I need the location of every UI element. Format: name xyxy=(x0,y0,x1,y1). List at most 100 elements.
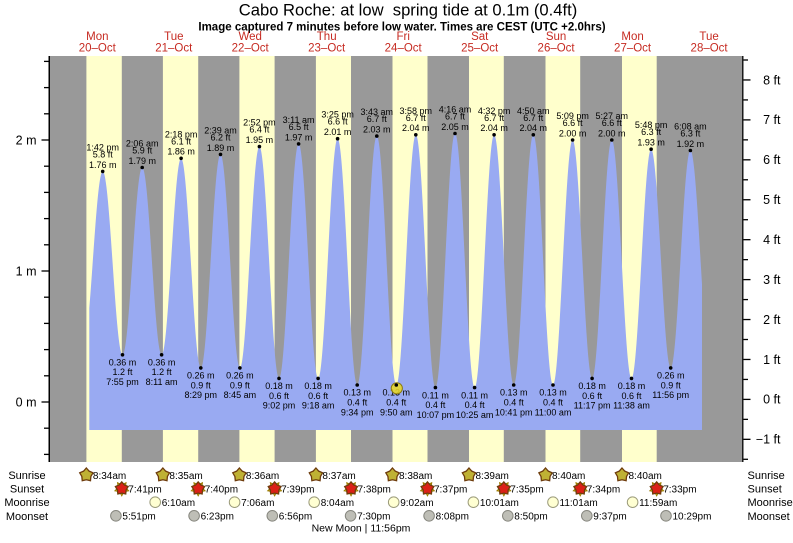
svg-text:New Moon | 11:56pm: New Moon | 11:56pm xyxy=(312,523,411,535)
svg-text:6.2 ft: 6.2 ft xyxy=(210,132,231,142)
svg-text:Moonrise: Moonrise xyxy=(748,497,793,509)
svg-text:9:37pm: 9:37pm xyxy=(593,512,626,523)
svg-text:10:01am: 10:01am xyxy=(480,498,519,509)
svg-text:0 ft: 0 ft xyxy=(763,393,781,407)
svg-text:0.18 m: 0.18 m xyxy=(304,381,332,391)
svg-text:Sat: Sat xyxy=(471,31,489,43)
svg-text:11:17 pm: 11:17 pm xyxy=(574,401,611,411)
svg-text:0.9 ft: 0.9 ft xyxy=(661,380,682,390)
svg-text:0.9 ft: 0.9 ft xyxy=(191,380,212,390)
svg-text:Tue: Tue xyxy=(164,31,183,43)
svg-text:1 m: 1 m xyxy=(16,264,37,278)
svg-text:6.7 ft: 6.7 ft xyxy=(523,113,544,123)
svg-text:0.6 ft: 0.6 ft xyxy=(269,391,290,401)
svg-text:1 ft: 1 ft xyxy=(763,353,781,367)
svg-text:9:02 pm: 9:02 pm xyxy=(263,401,296,411)
svg-text:23–Oct: 23–Oct xyxy=(308,43,346,55)
svg-text:Mon: Mon xyxy=(621,31,643,43)
svg-text:0.4 ft: 0.4 ft xyxy=(386,397,407,407)
svg-text:0.6 ft: 0.6 ft xyxy=(308,391,329,401)
svg-text:8:34am: 8:34am xyxy=(93,471,126,482)
svg-text:7:55 pm: 7:55 pm xyxy=(106,377,139,387)
svg-text:6.6 ft: 6.6 ft xyxy=(602,118,623,128)
svg-text:2 ft: 2 ft xyxy=(763,313,781,327)
svg-text:11:01am: 11:01am xyxy=(560,498,598,509)
svg-text:5:48 pm: 5:48 pm xyxy=(635,120,668,130)
svg-text:1.89 m: 1.89 m xyxy=(207,143,235,153)
svg-text:0.13 m: 0.13 m xyxy=(539,388,567,398)
svg-text:1.86 m: 1.86 m xyxy=(167,147,195,157)
svg-text:2.03 m: 2.03 m xyxy=(363,125,391,135)
svg-text:Mon: Mon xyxy=(86,31,108,43)
svg-text:5:09 pm: 5:09 pm xyxy=(556,111,589,121)
svg-text:4:32 pm: 4:32 pm xyxy=(478,106,511,116)
svg-text:0.36 m: 0.36 m xyxy=(109,358,137,368)
svg-text:8:50pm: 8:50pm xyxy=(514,512,547,523)
svg-text:6.4 ft: 6.4 ft xyxy=(249,125,270,135)
svg-text:−1 ft: −1 ft xyxy=(756,433,781,447)
svg-text:0.4 ft: 0.4 ft xyxy=(425,400,446,410)
svg-text:7:37pm: 7:37pm xyxy=(434,484,467,495)
svg-text:25–Oct: 25–Oct xyxy=(461,43,499,55)
svg-text:4 ft: 4 ft xyxy=(763,233,781,247)
svg-text:9:50 am: 9:50 am xyxy=(380,407,413,417)
svg-text:0.9 ft: 0.9 ft xyxy=(230,380,251,390)
svg-text:6.7 ft: 6.7 ft xyxy=(445,112,466,122)
svg-text:Moonrise: Moonrise xyxy=(4,497,49,509)
svg-text:8:36am: 8:36am xyxy=(246,471,279,482)
svg-text:6.3 ft: 6.3 ft xyxy=(680,129,701,139)
svg-text:0.26 m: 0.26 m xyxy=(226,371,254,381)
svg-text:26–Oct: 26–Oct xyxy=(538,43,576,55)
svg-text:11:38 am: 11:38 am xyxy=(613,401,650,411)
svg-text:Tue: Tue xyxy=(699,31,718,43)
svg-text:1.79 m: 1.79 m xyxy=(128,156,156,166)
svg-text:0.4 ft: 0.4 ft xyxy=(504,397,525,407)
svg-text:5 ft: 5 ft xyxy=(763,193,781,207)
svg-text:8:04am: 8:04am xyxy=(321,498,354,509)
svg-text:0.11 m: 0.11 m xyxy=(422,390,449,400)
svg-text:24–Oct: 24–Oct xyxy=(385,43,423,55)
svg-text:6.1 ft: 6.1 ft xyxy=(171,136,192,146)
svg-text:2.04 m: 2.04 m xyxy=(520,123,548,133)
svg-text:10:29pm: 10:29pm xyxy=(673,512,712,523)
svg-text:1.97 m: 1.97 m xyxy=(285,132,313,142)
svg-text:8:35am: 8:35am xyxy=(169,471,202,482)
svg-text:1.95 m: 1.95 m xyxy=(246,135,274,145)
svg-text:5:27 am: 5:27 am xyxy=(596,111,629,121)
svg-text:Sun: Sun xyxy=(546,31,566,43)
svg-text:6:23pm: 6:23pm xyxy=(201,512,234,523)
svg-text:9:18 am: 9:18 am xyxy=(302,401,335,411)
svg-text:10:41 pm: 10:41 pm xyxy=(495,407,533,417)
svg-text:0.11 m: 0.11 m xyxy=(461,390,488,400)
svg-text:Thu: Thu xyxy=(317,31,337,43)
svg-text:5:51pm: 5:51pm xyxy=(122,512,155,523)
svg-text:2 m: 2 m xyxy=(16,133,37,147)
svg-text:8:08pm: 8:08pm xyxy=(436,512,469,523)
svg-text:8:38am: 8:38am xyxy=(399,471,432,482)
svg-text:3 ft: 3 ft xyxy=(763,273,781,287)
svg-text:4:16 am: 4:16 am xyxy=(439,105,472,115)
svg-text:7:33pm: 7:33pm xyxy=(663,484,696,495)
svg-text:1.92 m: 1.92 m xyxy=(677,139,705,149)
svg-text:6.3 ft: 6.3 ft xyxy=(641,127,662,137)
svg-text:7:35pm: 7:35pm xyxy=(510,484,543,495)
svg-text:7:41pm: 7:41pm xyxy=(128,484,161,495)
svg-text:2:39 am: 2:39 am xyxy=(204,125,237,135)
svg-text:8:40am: 8:40am xyxy=(629,471,662,482)
svg-text:5.8 ft: 5.8 ft xyxy=(93,149,114,159)
svg-text:8:37am: 8:37am xyxy=(322,471,355,482)
svg-text:6.6 ft: 6.6 ft xyxy=(328,117,349,127)
svg-text:Sunset: Sunset xyxy=(748,484,782,496)
svg-text:8:11 am: 8:11 am xyxy=(146,377,178,387)
svg-text:3:25 pm: 3:25 pm xyxy=(321,110,354,120)
svg-text:Sunset: Sunset xyxy=(10,484,44,496)
svg-text:Cabo Roche: at low spring tid: Cabo Roche: at low spring tide at 0.1m (… xyxy=(239,0,578,19)
svg-text:22–Oct: 22–Oct xyxy=(232,43,270,55)
svg-text:8:45 am: 8:45 am xyxy=(224,390,257,400)
svg-text:1:42 pm: 1:42 pm xyxy=(86,142,119,152)
svg-text:1.2 ft: 1.2 ft xyxy=(112,367,133,377)
svg-text:1.76 m: 1.76 m xyxy=(89,160,117,170)
svg-text:3:11 am: 3:11 am xyxy=(283,115,315,125)
svg-text:6.5 ft: 6.5 ft xyxy=(289,122,310,132)
svg-text:10:07 pm: 10:07 pm xyxy=(417,410,455,420)
